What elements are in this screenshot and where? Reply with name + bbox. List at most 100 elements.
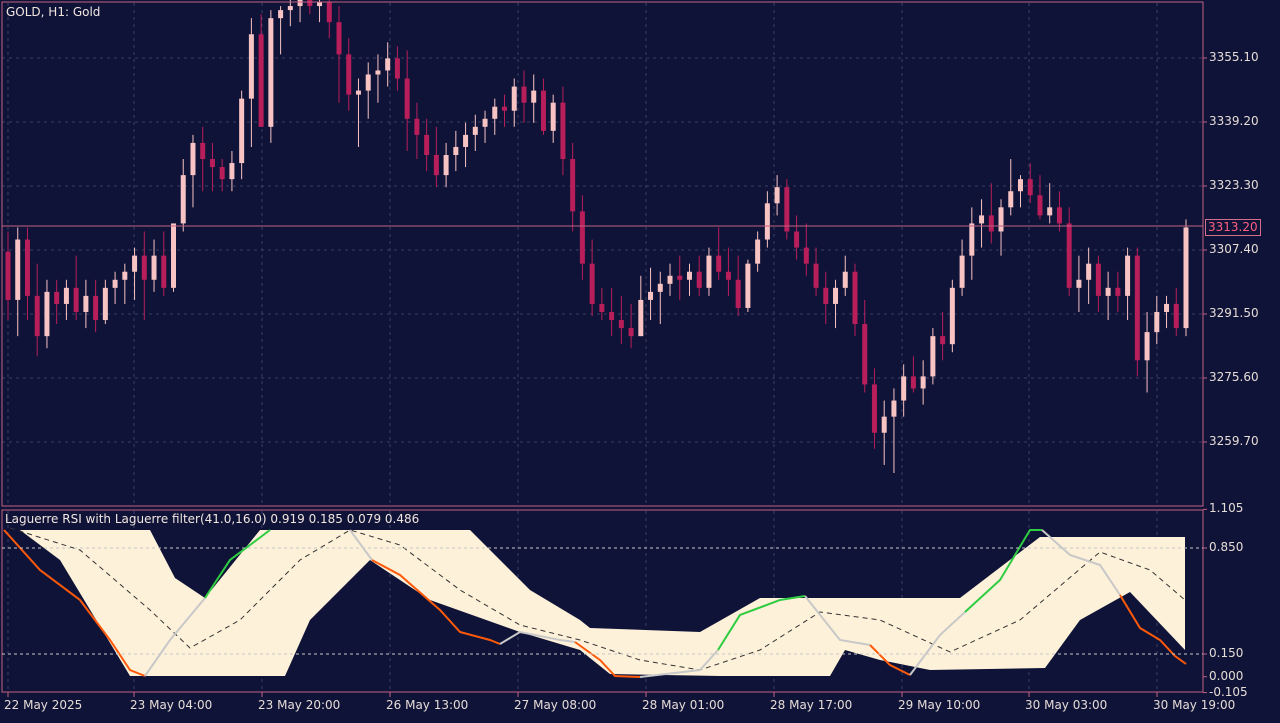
rsi-neutral-segment [909, 611, 966, 676]
candle-body [560, 102, 566, 160]
candle-body [813, 263, 819, 288]
candle [1183, 219, 1189, 337]
candle-body [648, 291, 654, 300]
candle [219, 159, 225, 192]
candle-body [1076, 279, 1082, 288]
laguerre-band [9, 527, 1186, 676]
candle-body [881, 416, 887, 433]
candle [1047, 183, 1053, 224]
candle-body [988, 215, 994, 232]
candle [998, 199, 1004, 256]
candle-body [910, 376, 916, 389]
candle [794, 215, 800, 260]
candle-body [54, 291, 60, 304]
candle-body [1086, 263, 1092, 280]
candle [920, 360, 926, 405]
candle [988, 183, 994, 244]
candle-body [132, 255, 138, 272]
candle [336, 6, 342, 103]
candle-body [667, 275, 673, 284]
candle-body [171, 223, 177, 288]
time-axis-label: 27 May 08:00 [514, 698, 597, 712]
candle [346, 38, 352, 111]
time-axis-label: 30 May 03:00 [1025, 698, 1108, 712]
time-axis-label: 22 May 2025 [4, 698, 83, 712]
candle [735, 255, 741, 317]
candle [404, 50, 410, 151]
candle [609, 287, 615, 337]
candle [969, 207, 975, 280]
candle [394, 46, 400, 91]
price-axis-label: 3307.40 [1209, 242, 1259, 256]
candle [102, 279, 108, 325]
candle-body [219, 167, 225, 180]
candle-body [823, 287, 829, 304]
candle [44, 279, 50, 349]
candle [550, 94, 556, 143]
candle-body [268, 18, 274, 127]
candle [463, 122, 469, 168]
candle [414, 102, 420, 160]
candle [1056, 191, 1062, 232]
candle [122, 263, 128, 304]
candle [881, 400, 887, 465]
candle [375, 54, 381, 103]
candle-body [346, 54, 352, 95]
candle [239, 90, 245, 180]
candle [433, 126, 439, 188]
time-axis-label: 23 May 04:00 [130, 698, 213, 712]
signal-line [9, 527, 1186, 671]
candle [365, 62, 371, 119]
candle-body [200, 142, 206, 160]
candle-body [482, 118, 488, 127]
candle-body [784, 187, 790, 232]
candle-body [609, 311, 615, 321]
candle-body [979, 215, 985, 224]
candle [54, 279, 60, 325]
candle-body [209, 159, 215, 168]
candle-body [1095, 263, 1101, 296]
candle [648, 267, 654, 321]
price-axis-label: 3275.60 [1209, 370, 1259, 384]
rsi-down-segment [371, 559, 501, 645]
candle [862, 299, 868, 393]
rsi-neutral-segment [499, 630, 576, 645]
candle [511, 78, 517, 127]
candle [1008, 159, 1014, 216]
candle [1066, 207, 1072, 296]
candle [686, 263, 692, 296]
candle [190, 134, 196, 208]
rsi-down-segment [3, 529, 146, 677]
candle-body [764, 203, 770, 240]
candle-body [424, 134, 430, 156]
candle [209, 142, 215, 192]
candle-body [453, 146, 459, 156]
candle-body [531, 90, 537, 103]
candle [171, 223, 177, 292]
candle [1115, 271, 1121, 312]
candle [297, 0, 303, 23]
candle [823, 271, 829, 325]
candle [200, 126, 206, 192]
candle [589, 239, 595, 317]
candle-body [1173, 303, 1179, 329]
candle-body [657, 283, 663, 292]
candle-body [1027, 179, 1033, 196]
candle [657, 271, 663, 325]
candle [784, 179, 790, 240]
candle-body [677, 275, 683, 280]
candle-body [1017, 179, 1023, 192]
time-axis-label: 23 May 20:00 [258, 698, 341, 712]
candle-body [93, 295, 99, 321]
candle-body [180, 175, 186, 224]
candle [141, 231, 147, 321]
candle-body [725, 271, 731, 280]
candle [1173, 287, 1179, 337]
candle-body [63, 287, 69, 304]
candle-body [618, 320, 624, 329]
candle-body [433, 155, 439, 176]
candle-body [930, 336, 936, 377]
candle-body [102, 287, 108, 321]
